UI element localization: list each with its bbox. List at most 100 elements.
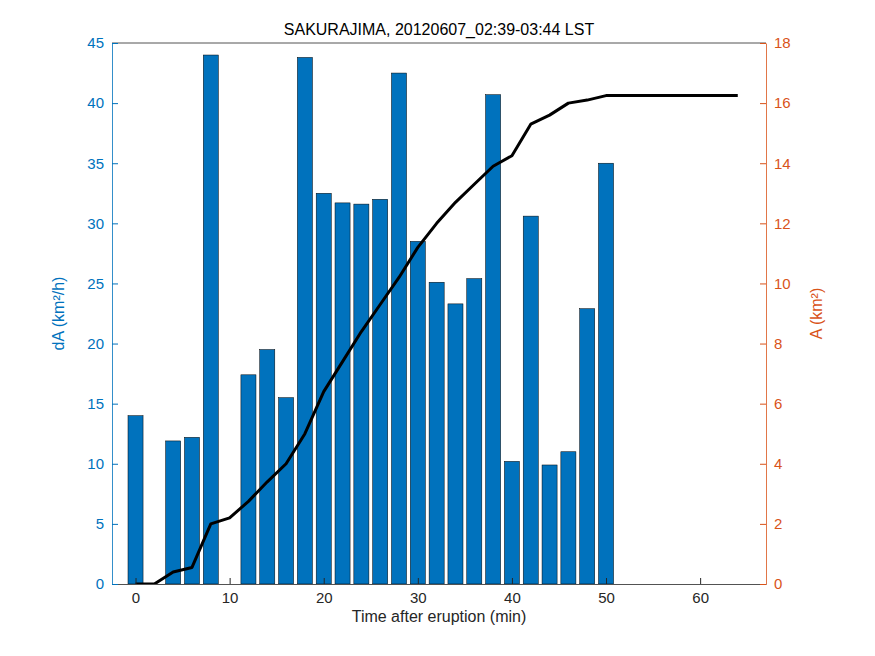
axis-line [766, 44, 767, 585]
tick-mark [760, 103, 766, 104]
y2-axis-title: A (km²) [808, 288, 825, 340]
axis: 0 10 20 30 40 50 60 [113, 578, 767, 606]
tick-mark [760, 344, 766, 345]
tick-label: 16 [774, 94, 791, 111]
tick: 15 [87, 395, 118, 412]
bar [391, 73, 406, 584]
tick-mark [230, 578, 231, 584]
axis: 0 2 4 6 8 10 12 14 16 18 [760, 34, 791, 592]
tick-mark [112, 584, 118, 585]
tick: 0 [132, 578, 140, 606]
bar [128, 416, 143, 584]
tick: 10 [87, 455, 118, 472]
tick-label: 40 [504, 589, 521, 606]
tick-mark [760, 524, 766, 525]
bar [316, 193, 331, 584]
tick-label: 10 [774, 275, 791, 292]
tick: 10 [222, 578, 239, 606]
tick: 20 [87, 335, 118, 352]
tick-mark [112, 404, 118, 405]
tick-mark [606, 578, 607, 584]
tick-mark [760, 163, 766, 164]
tick-mark [512, 578, 513, 584]
tick: 16 [760, 94, 791, 111]
tick-mark [112, 283, 118, 284]
tick: 30 [87, 215, 118, 232]
tick-mark [112, 103, 118, 104]
title: SAKURAJIMA, 20120607_02:39-03:44 LST [284, 21, 595, 39]
plot-area: 0 10 20 30 40 50 60 0 5 10 15 20 25 30 35 40 45 0 2 4 6 8 10 12… [87, 34, 790, 605]
tick-mark [760, 223, 766, 224]
tick: 0 [760, 575, 782, 592]
tick: 40 [504, 578, 521, 606]
tick-label: 14 [774, 155, 791, 172]
tick: 35 [87, 155, 118, 172]
tick-mark [112, 464, 118, 465]
axis: 0 5 10 15 20 25 30 35 40 45 [87, 34, 118, 592]
bar [260, 350, 275, 584]
tick-label: 4 [774, 455, 782, 472]
tick-mark [760, 404, 766, 405]
tick: 4 [760, 455, 782, 472]
tick-label: 0 [132, 589, 140, 606]
frame-top [112, 43, 766, 44]
tick-label: 0 [96, 575, 104, 592]
tick: 2 [760, 515, 782, 532]
tick-label: 2 [774, 515, 782, 532]
tick-mark [760, 464, 766, 465]
tick-label: 6 [774, 395, 782, 412]
tick: 10 [760, 275, 791, 292]
axis-line [113, 584, 767, 585]
tick: 6 [760, 395, 782, 412]
line [136, 96, 738, 584]
tick-label: 40 [87, 94, 104, 111]
tick-label: 20 [87, 335, 104, 352]
tick-mark [112, 43, 118, 44]
tick-mark [112, 524, 118, 525]
bar [297, 57, 312, 584]
tick-label: 30 [410, 589, 427, 606]
tick-label: 60 [692, 589, 709, 606]
tick: 25 [87, 275, 118, 292]
tick-mark [324, 578, 325, 584]
bar [184, 437, 199, 584]
tick: 18 [760, 34, 791, 51]
tick: 5 [96, 515, 118, 532]
tick: 30 [410, 578, 427, 606]
bar [467, 279, 482, 584]
axis-line [112, 44, 113, 585]
tick-label: 30 [87, 215, 104, 232]
tick-mark [112, 223, 118, 224]
tick: 0 [96, 575, 118, 592]
tick-mark [700, 578, 701, 584]
tick-mark [760, 584, 766, 585]
tick-label: 10 [87, 455, 104, 472]
tick-label: 12 [774, 215, 791, 232]
tick-label: 10 [222, 589, 239, 606]
bar [241, 375, 256, 584]
tick-label: 18 [774, 34, 791, 51]
x-axis-title: Time after eruption (min) [352, 608, 527, 625]
bar [410, 241, 425, 584]
tick: 8 [760, 335, 782, 352]
tick-label: 20 [316, 589, 333, 606]
tick-label: 25 [87, 275, 104, 292]
tick-label: 8 [774, 335, 782, 352]
y-axis-title: dA (km²/h) [50, 277, 67, 351]
tick-label: 5 [96, 515, 104, 532]
bar [429, 282, 444, 584]
tick: 20 [316, 578, 333, 606]
tick-label: 35 [87, 155, 104, 172]
marks [128, 55, 738, 584]
tick: 50 [598, 578, 615, 606]
tick: 12 [760, 215, 791, 232]
bar [335, 203, 350, 584]
bar [203, 55, 218, 584]
chart: 0 10 20 30 40 50 60 0 5 10 15 20 25 30 35 40 45 0 2 4 6 8 10 12… [0, 0, 875, 656]
tick-label: 0 [774, 575, 782, 592]
bar [523, 216, 538, 584]
tick-label: 50 [598, 589, 615, 606]
bar [354, 204, 369, 584]
tick-mark [136, 578, 137, 584]
tick-label: 45 [87, 34, 104, 51]
